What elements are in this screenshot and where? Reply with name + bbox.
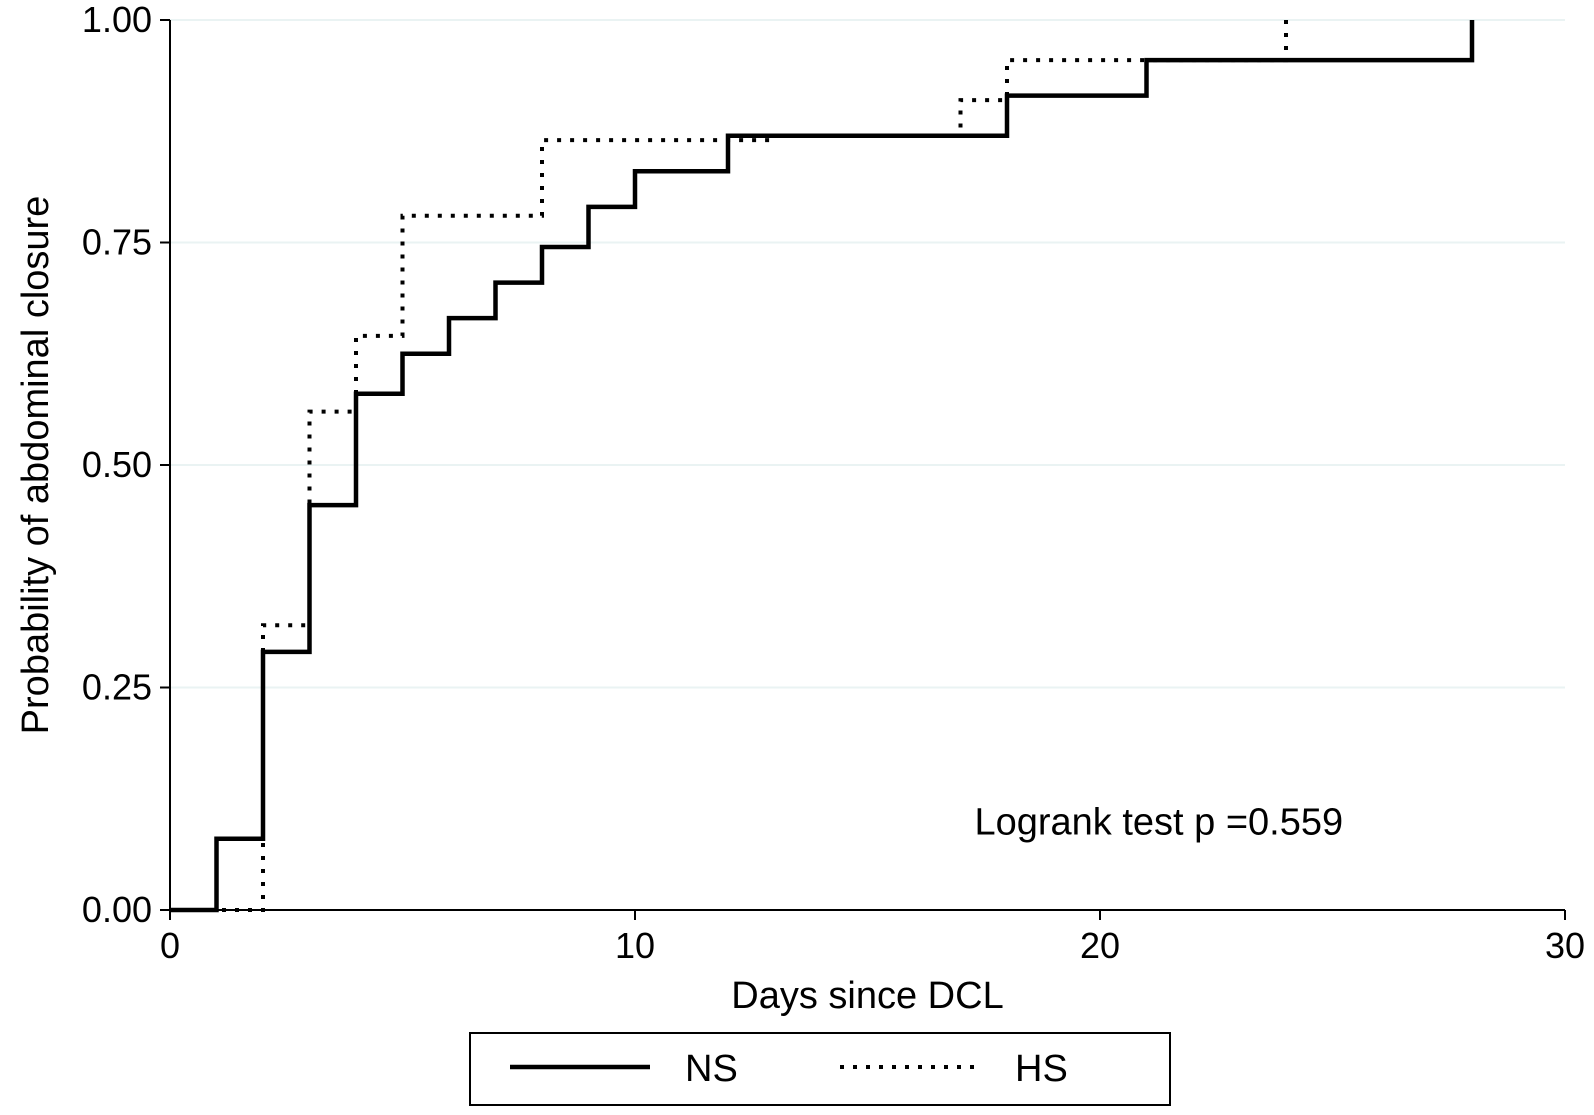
legend-label-ns: NS — [685, 1048, 738, 1090]
svg-text:0.75: 0.75 — [82, 222, 152, 263]
legend: NS HS — [470, 1033, 1170, 1105]
legend-label-hs: HS — [1015, 1048, 1068, 1090]
svg-text:0: 0 — [160, 925, 180, 966]
svg-text:0.50: 0.50 — [82, 444, 152, 485]
x-axis-label: Days since DCL — [731, 975, 1003, 1017]
km-chart: 0 10 20 30 0.00 0.25 0.50 0.75 1.00 Days since … — [0, 0, 1594, 1115]
y-axis-label: Probability of abdominal closure — [15, 196, 57, 735]
svg-text:20: 20 — [1080, 925, 1120, 966]
svg-text:1.00: 1.00 — [82, 0, 152, 40]
svg-text:0.25: 0.25 — [82, 667, 152, 708]
logrank-annotation: Logrank test p =0.559 — [974, 801, 1343, 843]
svg-text:10: 10 — [615, 925, 655, 966]
svg-text:0.00: 0.00 — [82, 889, 152, 930]
svg-text:30: 30 — [1545, 925, 1585, 966]
